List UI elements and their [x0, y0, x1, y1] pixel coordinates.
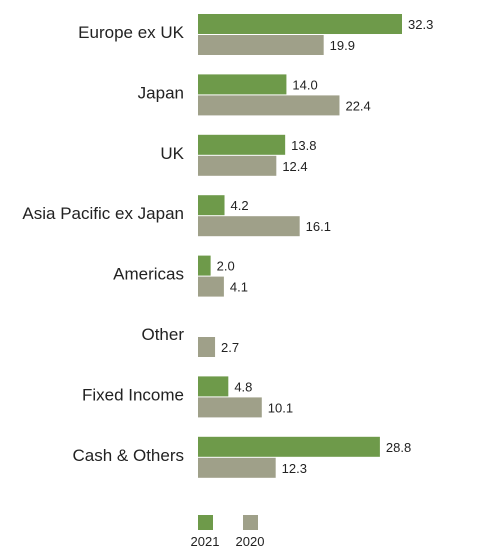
- category-group: UK 13.8 12.4: [160, 134, 316, 176]
- bar-2021: [198, 134, 286, 155]
- data-label: 10.1: [268, 400, 293, 415]
- legend-label: 2020: [236, 534, 265, 548]
- bar-2020: [198, 35, 324, 55]
- legend: 2021 2020: [191, 515, 265, 548]
- category-group: Fixed Income 4.8 10.1: [82, 376, 293, 418]
- data-label: 32.3: [408, 17, 433, 32]
- category-label: Europe ex UK: [78, 23, 184, 42]
- category-label: Asia Pacific ex Japan: [22, 204, 184, 223]
- bar-2020: [198, 337, 216, 357]
- category-group: Cash & Others 28.8 12.3: [73, 436, 411, 478]
- data-label: 22.4: [345, 98, 370, 113]
- legend-label: 2021: [191, 534, 220, 548]
- data-label: 2.7: [221, 340, 239, 355]
- bar-2021: [198, 195, 225, 216]
- data-label: 13.8: [291, 138, 316, 153]
- bar-2020: [198, 457, 276, 478]
- category-label: Americas: [113, 265, 184, 284]
- category-label: UK: [160, 144, 184, 163]
- category-group: Europe ex UK 32.3 19.9: [78, 14, 433, 55]
- category-label: Other: [141, 325, 184, 344]
- bar-2020: [198, 95, 340, 116]
- bar-2020: [198, 216, 300, 237]
- category-label: Cash & Others: [73, 446, 185, 465]
- data-label: 14.0: [292, 77, 317, 92]
- category-label: Japan: [138, 83, 184, 102]
- plot-area: Europe ex UK 32.3 19.9 Japan 14.0 22.4 UK 13.8 1…: [22, 14, 433, 478]
- bar-2021: [198, 255, 211, 276]
- bar-2021: [198, 74, 287, 95]
- bar-2021: [198, 14, 402, 34]
- legend-swatch-2020: [243, 515, 258, 530]
- bar-2020: [198, 155, 277, 176]
- bar-2020: [198, 276, 224, 297]
- data-label: 12.3: [282, 461, 307, 476]
- category-group: Asia Pacific ex Japan 4.2 16.1: [22, 195, 331, 237]
- bar-2021: [198, 436, 380, 457]
- data-label: 16.1: [306, 219, 331, 234]
- data-label: 4.1: [230, 280, 248, 295]
- category-group: Americas 2.0 4.1: [113, 255, 248, 297]
- legend-swatch-2021: [198, 515, 213, 530]
- bar-2021: [198, 376, 229, 397]
- data-label: 4.8: [234, 379, 252, 394]
- bar-2020: [198, 397, 262, 418]
- data-label: 19.9: [330, 38, 355, 53]
- data-label: 4.2: [231, 198, 249, 213]
- data-label: 2.0: [217, 259, 235, 274]
- data-label: 12.4: [282, 159, 307, 174]
- data-label: 28.8: [386, 440, 411, 455]
- category-label: Fixed Income: [82, 385, 184, 404]
- category-group: Japan 14.0 22.4: [138, 74, 371, 116]
- category-group: Other 2.7: [141, 325, 239, 357]
